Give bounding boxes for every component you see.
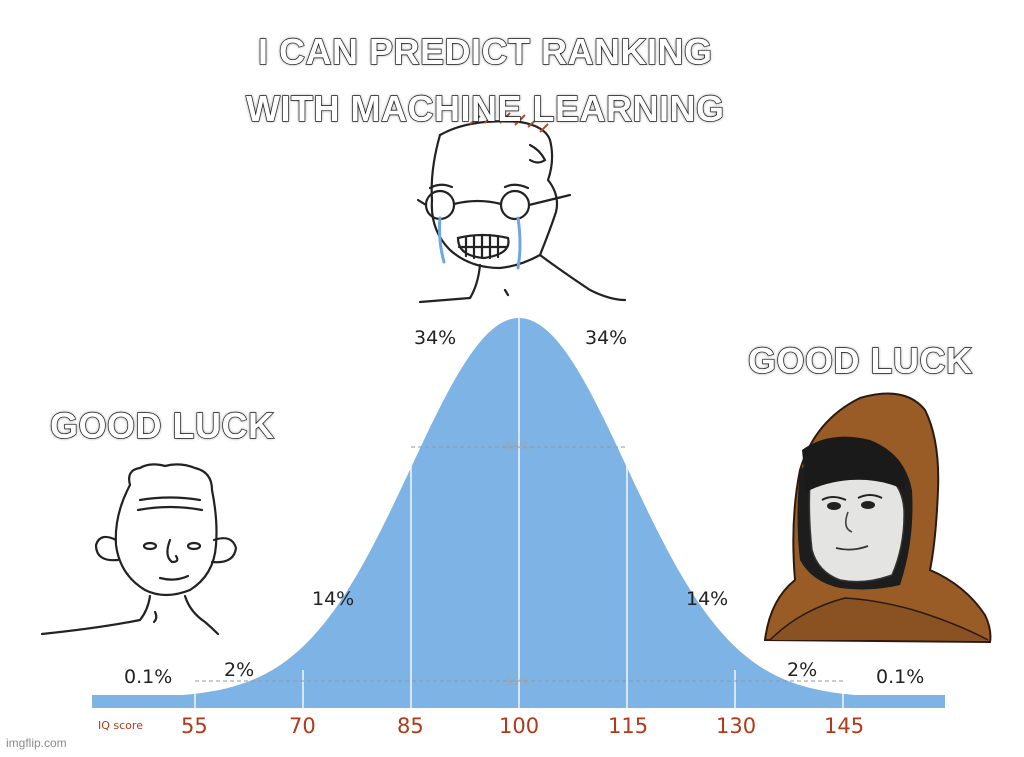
tick-55: 55 [181,714,208,738]
top-caption-line1: I CAN PREDICT RANKING [257,30,713,72]
left-caption: GOOD LUCK [49,404,275,446]
pct-right-mid: 14% [686,588,729,610]
tick-130: 130 [716,714,757,738]
axis-label: IQ score [98,719,143,732]
tick-85: 85 [397,714,424,738]
simple-wojak-left [40,463,238,636]
pct-right-tail: 2% [787,659,818,681]
imgflip-watermark: imgflip.com [6,736,67,750]
band-95-label: 95% [505,675,530,688]
std-dev-lines [194,318,844,708]
tick-70: 70 [289,714,316,738]
pct-far-right: 0.1% [876,666,925,688]
band-68-label: 68% [505,440,530,453]
pct-far-left: 0.1% [124,666,173,688]
pct-left-center: 34% [414,327,457,349]
nerd-hair [469,111,549,133]
right-caption: GOOD LUCK [747,339,973,381]
pct-left-tail: 2% [224,659,255,681]
crying-nerd-wojak [416,120,627,304]
tick-115: 115 [608,714,649,738]
pct-left-mid: 14% [312,588,355,610]
hooded-figure-right [763,392,992,644]
nerd-tears [438,216,522,270]
top-caption-line2: WITH MACHINE LEARNING [245,87,725,129]
tick-100: 100 [499,714,540,738]
pct-right-center: 34% [585,327,628,349]
tick-145: 145 [824,714,865,738]
